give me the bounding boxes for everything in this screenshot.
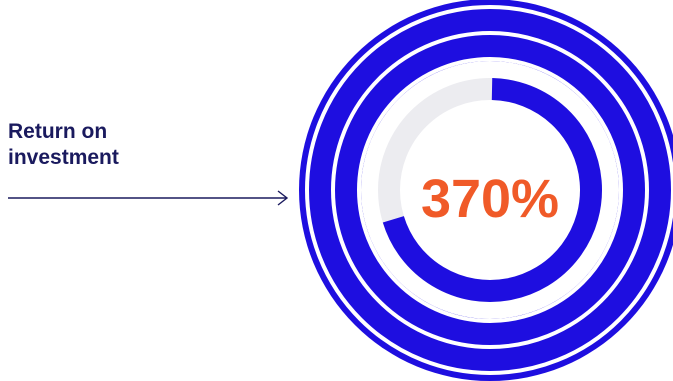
ring-gap-3 [357, 57, 623, 323]
partial-ring-progress [382, 78, 602, 302]
arrow-icon [8, 190, 289, 206]
rings-group [299, 0, 673, 381]
ring-gap-2 [331, 31, 649, 349]
ring-gap-1 [305, 5, 673, 375]
roi-label: Return on investment [8, 119, 208, 171]
center-value-label: 370% [421, 169, 559, 229]
roi-label-line2: investment [8, 146, 119, 169]
roi-label-line1: Return on [8, 120, 108, 143]
arrow-head [277, 190, 289, 206]
